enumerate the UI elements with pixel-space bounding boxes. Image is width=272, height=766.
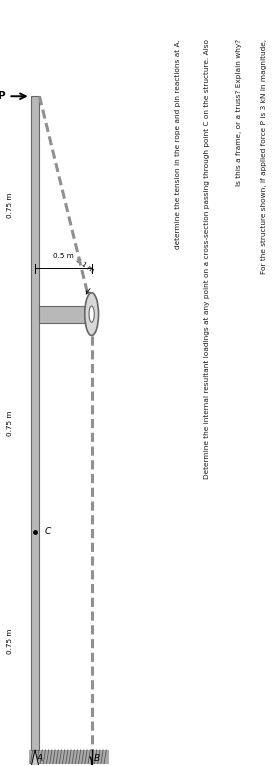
Text: Is this a frame, or a truss? Explain why?: Is this a frame, or a truss? Explain why… xyxy=(236,39,242,186)
Text: 0.75 m: 0.75 m xyxy=(7,192,13,218)
Text: For the structure shown, if applied force P is 3 kN in magnitude,: For the structure shown, if applied forc… xyxy=(261,39,267,274)
Text: determine the tension in the rope and pin reactions at A.: determine the tension in the rope and pi… xyxy=(175,39,181,249)
Polygon shape xyxy=(30,750,39,766)
Circle shape xyxy=(85,293,98,336)
Text: P: P xyxy=(0,91,5,101)
Text: C: C xyxy=(45,528,51,536)
Text: Determine the internal resultant loadings at any point on a cross-section passin: Determine the internal resultant loading… xyxy=(204,39,210,479)
Text: 0.75 m: 0.75 m xyxy=(7,411,13,436)
Bar xyxy=(30,97,39,750)
Text: 0.1 m: 0.1 m xyxy=(74,257,94,273)
Circle shape xyxy=(89,306,94,322)
Text: 0.5 m: 0.5 m xyxy=(53,253,74,259)
Text: 0.75 m: 0.75 m xyxy=(7,628,13,653)
Bar xyxy=(29,750,109,764)
Bar xyxy=(39,306,92,322)
Text: A: A xyxy=(36,754,42,763)
Text: B: B xyxy=(94,754,100,763)
